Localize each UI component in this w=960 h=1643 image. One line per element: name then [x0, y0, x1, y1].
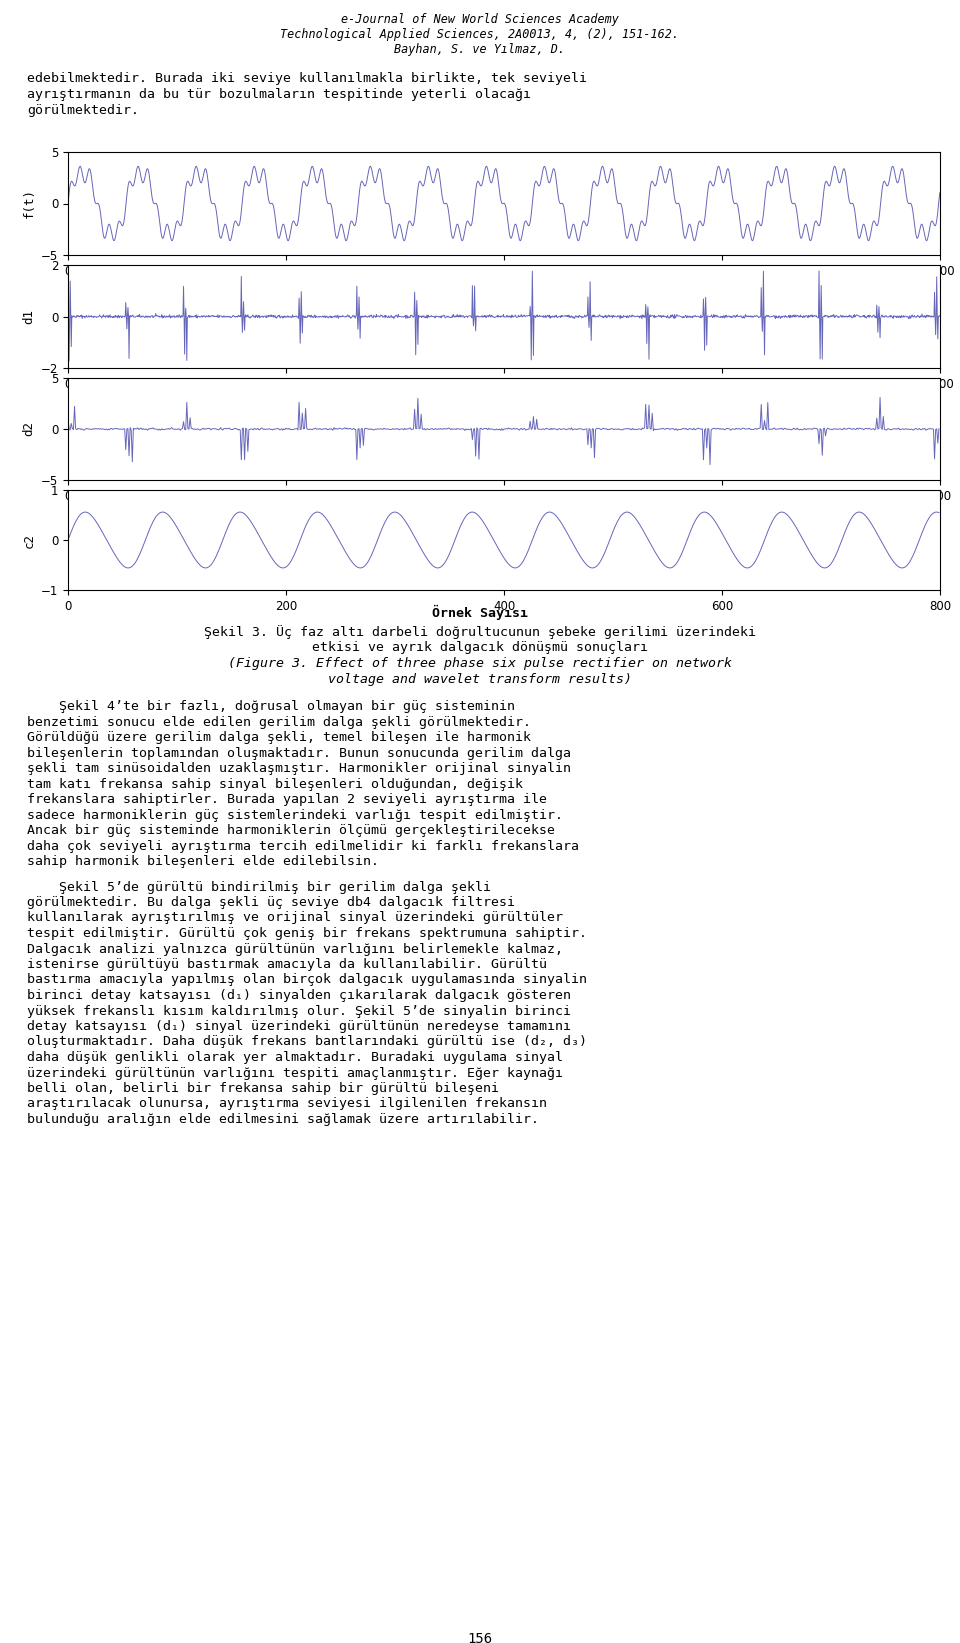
Text: istenirse gürültüyü bastırmak amacıyla da kullanılabilir. Gürültü: istenirse gürültüyü bastırmak amacıyla d… — [27, 958, 547, 971]
Text: sahip harmonik bileşenleri elde edilebilsin.: sahip harmonik bileşenleri elde edilebil… — [27, 854, 379, 868]
Text: frekanslara sahiptirler. Burada yapılan 2 seviyeli ayrıştırma ile: frekanslara sahiptirler. Burada yapılan … — [27, 794, 547, 807]
Y-axis label: c2: c2 — [22, 532, 36, 547]
Text: belli olan, belirli bir frekansa sahip bir gürültü bileşeni: belli olan, belirli bir frekansa sahip b… — [27, 1083, 499, 1094]
Text: edebilmektedir. Burada iki seviye kullanılmakla birlikte, tek seviyeli: edebilmektedir. Burada iki seviye kullan… — [27, 72, 587, 85]
Text: Şekil 5’de gürültü bindirilmiş bir gerilim dalga şekli: Şekil 5’de gürültü bindirilmiş bir geril… — [27, 881, 491, 894]
Y-axis label: d2: d2 — [22, 422, 36, 437]
Text: birinci detay katsayısı (d₁) sinyalden çıkarılarak dalgacık gösteren: birinci detay katsayısı (d₁) sinyalden ç… — [27, 989, 571, 1002]
Text: kullanılarak ayrıştırılmış ve orijinal sinyal üzerindeki gürültüler: kullanılarak ayrıştırılmış ve orijinal s… — [27, 912, 563, 925]
Text: ayrıştırmanın da bu tür bozulmaların tespitinde yeterli olacağı: ayrıştırmanın da bu tür bozulmaların tes… — [27, 89, 531, 100]
Text: 156: 156 — [468, 1631, 492, 1643]
Text: daha çok seviyeli ayrıştırma tercih edilmelidir ki farklı frekanslara: daha çok seviyeli ayrıştırma tercih edil… — [27, 840, 579, 853]
Text: bastırma amacıyla yapılmış olan birçok dalgacık uygulamasında sinyalin: bastırma amacıyla yapılmış olan birçok d… — [27, 974, 587, 986]
Text: üzerindeki gürültünün varlığını tespiti amaçlanmıştır. Eğer kaynağı: üzerindeki gürültünün varlığını tespiti … — [27, 1066, 563, 1079]
Text: voltage and wavelet transform results): voltage and wavelet transform results) — [328, 674, 632, 687]
Text: Bayhan, S. ve Yılmaz, D.: Bayhan, S. ve Yılmaz, D. — [395, 43, 565, 56]
Text: daha düşük genlikli olarak yer almaktadır. Buradaki uygulama sinyal: daha düşük genlikli olarak yer almaktadı… — [27, 1052, 563, 1065]
Text: araştırılacak olunursa, ayrıştırma seviyesi ilgilenilen frekansın: araştırılacak olunursa, ayrıştırma seviy… — [27, 1098, 547, 1111]
Text: görülmektedir.: görülmektedir. — [27, 104, 139, 117]
Text: Ancak bir güç sisteminde harmoniklerin ölçümü gerçekleştirilecekse: Ancak bir güç sisteminde harmoniklerin ö… — [27, 825, 555, 836]
Y-axis label: d1: d1 — [22, 309, 36, 324]
Text: Şekil 4’te bir fazlı, doğrusal olmayan bir güç sisteminin: Şekil 4’te bir fazlı, doğrusal olmayan b… — [27, 700, 515, 713]
Text: bileşenlerin toplamından oluşmaktadır. Bunun sonucunda gerilim dalga: bileşenlerin toplamından oluşmaktadır. B… — [27, 746, 571, 759]
Text: yüksek frekanslı kısım kaldırılmış olur. Şekil 5’de sinyalin birinci: yüksek frekanslı kısım kaldırılmış olur.… — [27, 1004, 571, 1017]
Text: tam katı frekansa sahip sinyal bileşenleri olduğundan, değişik: tam katı frekansa sahip sinyal bileşenle… — [27, 777, 523, 790]
Text: etkisi ve ayrık dalgacık dönüşmü sonuçları: etkisi ve ayrık dalgacık dönüşmü sonuçla… — [312, 641, 648, 654]
Y-axis label: f(t): f(t) — [22, 189, 36, 219]
Text: detay katsayısı (d₁) sinyal üzerindeki gürültünün neredeyse tamamını: detay katsayısı (d₁) sinyal üzerindeki g… — [27, 1020, 571, 1033]
Text: benzetimi sonucu elde edilen gerilim dalga şekli görülmektedir.: benzetimi sonucu elde edilen gerilim dal… — [27, 715, 531, 728]
Text: Örnek Sayısı: Örnek Sayısı — [432, 605, 528, 619]
Text: sadece harmoniklerin güç sistemlerindeki varlığı tespit edilmiştir.: sadece harmoniklerin güç sistemlerindeki… — [27, 808, 563, 822]
Text: tespit edilmiştir. Gürültü çok geniş bir frekans spektrumuna sahiptir.: tespit edilmiştir. Gürültü çok geniş bir… — [27, 927, 587, 940]
Text: Dalgacık analizi yalnızca gürültünün varlığını belirlemekle kalmaz,: Dalgacık analizi yalnızca gürültünün var… — [27, 943, 563, 956]
Text: görülmektedir. Bu dalga şekli üç seviye db4 dalgacık filtresi: görülmektedir. Bu dalga şekli üç seviye … — [27, 895, 515, 909]
Text: bulunduğu aralığın elde edilmesini sağlamak üzere artırılabilir.: bulunduğu aralığın elde edilmesini sağla… — [27, 1112, 539, 1125]
Text: Şekil 3. Üç faz altı darbeli doğrultucunun şebeke gerilimi üzerindeki: Şekil 3. Üç faz altı darbeli doğrultucun… — [204, 624, 756, 639]
Text: e-Journal of New World Sciences Academy: e-Journal of New World Sciences Academy — [341, 13, 619, 26]
Text: (Figure 3. Effect of three phase six pulse rectifier on network: (Figure 3. Effect of three phase six pul… — [228, 657, 732, 670]
Text: şekli tam sinüsoidalden uzaklaşmıştır. Harmonikler orijinal sinyalin: şekli tam sinüsoidalden uzaklaşmıştır. H… — [27, 762, 571, 775]
Text: Technological Applied Sciences, 2A0013, 4, (2), 151-162.: Technological Applied Sciences, 2A0013, … — [280, 28, 680, 41]
Text: oluşturmaktadır. Daha düşük frekans bantlarındaki gürültü ise (d₂, d₃): oluşturmaktadır. Daha düşük frekans bant… — [27, 1035, 587, 1048]
Text: Görüldüğü üzere gerilim dalga şekli, temel bileşen ile harmonik: Görüldüğü üzere gerilim dalga şekli, tem… — [27, 731, 531, 744]
